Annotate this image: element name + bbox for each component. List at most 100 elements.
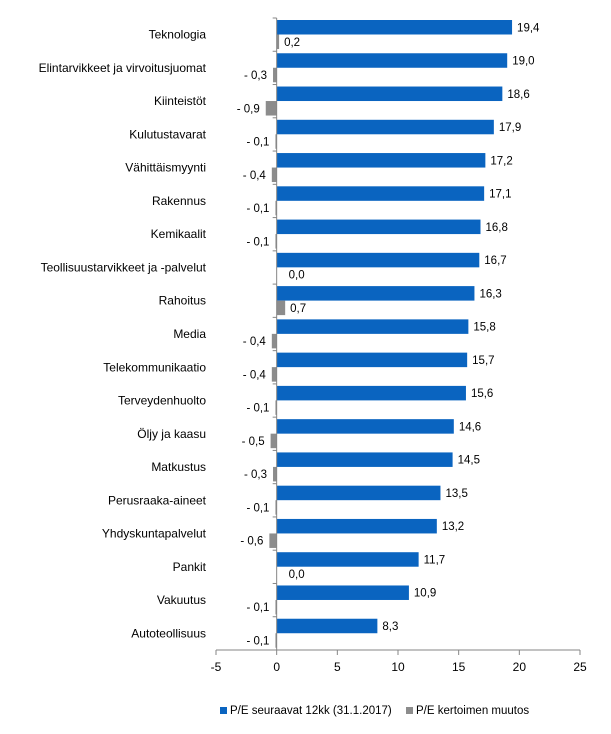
change-value-label: - 0,1: [246, 602, 269, 614]
pe-value-label: 17,2: [490, 155, 512, 167]
legend-label-pe: P/E seuraavat 12kk (31.1.2017): [230, 705, 392, 717]
pe-bar: [276, 452, 453, 467]
category-label: Pankit: [173, 560, 207, 574]
change-value-label: - 0,1: [246, 635, 269, 647]
x-tick-label: 25: [573, 660, 587, 674]
change-value-label: 0,2: [284, 37, 300, 49]
category-label: Autoteollisuus: [131, 626, 206, 640]
change-value-label: - 0,4: [243, 170, 267, 182]
change-bar: [270, 433, 277, 449]
pe-bar: [276, 385, 466, 401]
change-value-label: 0,7: [290, 303, 306, 315]
pe-value-label: 10,9: [414, 588, 436, 600]
change-bar: [275, 234, 277, 249]
change-value-label: - 0,9: [237, 103, 260, 115]
pe-value-label: 15,7: [472, 355, 494, 367]
pe-value-label: 17,9: [499, 122, 521, 134]
category-label: Vähittäismyynti: [125, 161, 206, 175]
category-label: Yhdyskuntapalvelut: [102, 527, 207, 541]
change-bar: [273, 466, 277, 482]
pe-bar: [276, 286, 475, 301]
pe-bar: [276, 552, 419, 567]
change-value-label: 0,0: [289, 270, 305, 282]
x-tick-label: 20: [513, 660, 527, 674]
pe-bar: [276, 53, 508, 68]
pe-value-label: 8,3: [382, 621, 398, 633]
change-bar: [275, 400, 277, 415]
pe-value-label: 14,5: [458, 455, 480, 467]
change-bar: [275, 134, 277, 149]
change-value-label: - 0,4: [243, 369, 267, 381]
pe-value-label: 16,3: [479, 288, 501, 300]
change-bar: [276, 34, 280, 49]
category-label: Perusraaka-aineet: [108, 493, 207, 507]
pe-value-label: 19,0: [512, 56, 534, 68]
change-value-label: - 0,1: [246, 137, 269, 149]
value-labels: 19,4 0,2 19,0 - 0,3 18,6 - 0,9 17,9 - 0,1 17,2 - …: [237, 22, 540, 647]
x-tick-label: -5: [211, 660, 222, 674]
category-label: Elintarvikkeet ja virvoitusjuomat: [39, 61, 207, 75]
pe-bar: [276, 119, 494, 135]
pe-value-label: 15,6: [471, 388, 493, 400]
pe-bar: [276, 153, 486, 168]
change-value-label: - 0,3: [244, 469, 267, 481]
change-bar: [271, 167, 277, 183]
pe-bar: [276, 485, 441, 501]
change-value-label: - 0,6: [240, 536, 263, 548]
category-label: Teknologia: [149, 28, 207, 42]
legend-swatch-pe: [220, 707, 227, 714]
pe-bar: [276, 186, 485, 201]
change-bar: [276, 300, 286, 316]
pe-bar: [276, 86, 503, 102]
pe-value-label: 13,5: [445, 488, 467, 500]
pe-value-label: 17,1: [489, 189, 511, 201]
pe-bar: [276, 319, 469, 334]
change-bar: [265, 101, 277, 116]
pe-bar: [276, 419, 454, 434]
pe-bar: [276, 518, 437, 534]
change-bar: [273, 67, 277, 83]
category-label: Öljy ja kaasu: [137, 427, 206, 441]
pe-value-label: 16,7: [484, 255, 506, 267]
pe-value-label: 14,6: [459, 421, 481, 433]
change-bar: [271, 367, 277, 382]
x-axis-ticks: -5 0 5 10 15 20 25: [211, 650, 587, 674]
change-bar: [275, 200, 277, 216]
change-value-label: - 0,3: [244, 70, 267, 82]
category-label: Kemikaalit: [151, 227, 207, 241]
pe-value-label: 11,7: [424, 554, 446, 566]
pe-bar: [276, 352, 468, 368]
category-label: Rakennus: [152, 194, 206, 208]
pe-bar: [276, 219, 481, 235]
category-label: Kiinteistöt: [154, 94, 207, 108]
legend: P/E seuraavat 12kk (31.1.2017) P/E kerto…: [220, 705, 529, 717]
category-label: Media: [173, 327, 206, 341]
legend-swatch-change: [406, 707, 413, 714]
x-tick-label: 10: [391, 660, 405, 674]
pe-bar: [276, 618, 378, 634]
change-value-label: - 0,4: [243, 336, 267, 348]
x-tick-label: 15: [452, 660, 466, 674]
pe-bar: [276, 20, 513, 35]
legend-label-change: P/E kertoimen muutos: [416, 705, 529, 717]
x-tick-label: 5: [334, 660, 341, 674]
category-label: Rahoitus: [159, 294, 206, 308]
change-bar: [271, 333, 277, 349]
category-label: Matkustus: [151, 460, 206, 474]
category-label: Telekommunikaatio: [103, 360, 206, 374]
pe-bar: [276, 252, 480, 268]
category-labels: Teknologia Elintarvikkeet ja virvoitusjuo…: [39, 28, 207, 641]
pe-value-label: 15,8: [473, 322, 495, 334]
pe-value-label: 13,2: [442, 521, 464, 533]
change-value-label: - 0,1: [246, 403, 269, 415]
pe-value-label: 16,8: [486, 222, 508, 234]
change-bar: [275, 633, 277, 648]
pe-bar: [276, 585, 409, 600]
category-label: Vakuutus: [157, 593, 206, 607]
pe-value-label: 19,4: [517, 22, 540, 34]
change-bar: [275, 599, 277, 615]
change-value-label: - 0,1: [246, 502, 269, 514]
change-series-bars: [265, 34, 286, 648]
category-label: Terveydenhuolto: [118, 394, 206, 408]
x-tick-label: 0: [273, 660, 280, 674]
